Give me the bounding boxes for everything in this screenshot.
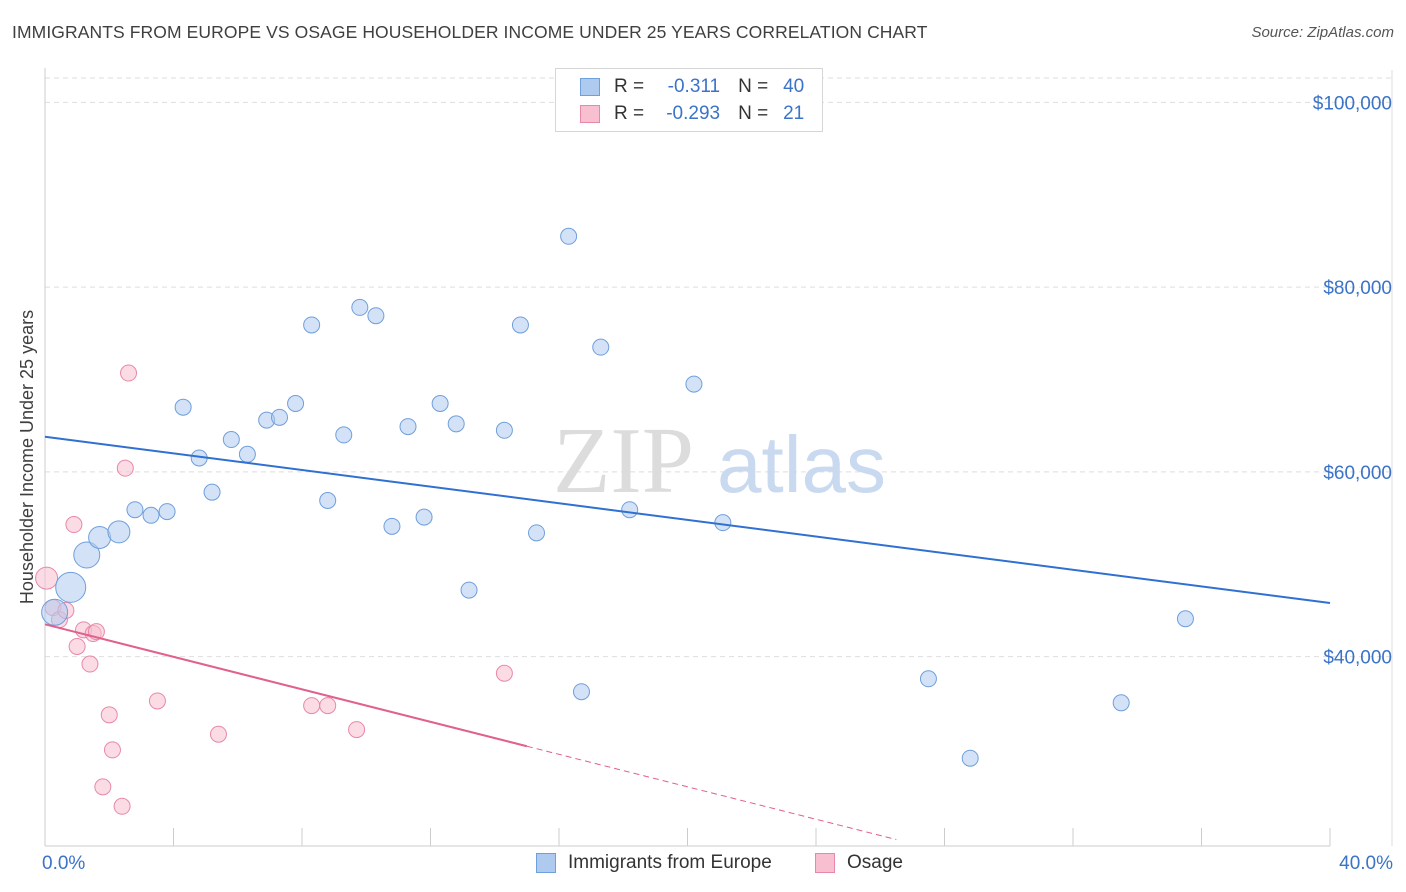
bottom-legend-swatch-pink	[815, 853, 835, 873]
trend-line-osage-extension	[526, 745, 897, 841]
data-point	[94, 778, 112, 796]
legend-swatch-pink	[580, 105, 600, 123]
chart-title: IMMIGRANTS FROM EUROPE VS OSAGE HOUSEHOL…	[12, 22, 928, 42]
data-point	[41, 598, 69, 626]
legend-n-label: N =	[738, 103, 769, 124]
y-tick-label: $80,000	[1323, 278, 1392, 299]
data-point	[621, 501, 639, 519]
data-point	[287, 394, 305, 412]
watermark-zip: ZIP	[553, 409, 694, 513]
legend-r-label: R =	[614, 76, 645, 97]
axis-layer	[44, 68, 1331, 847]
data-point	[511, 316, 529, 334]
data-point	[431, 394, 449, 412]
data-point	[203, 483, 221, 501]
data-point	[528, 524, 546, 542]
legend-r-value: -0.311	[667, 76, 721, 97]
data-point	[271, 408, 289, 426]
bottom-legend-osage: Osage	[815, 852, 903, 874]
data-point	[68, 637, 86, 655]
legend-row-immigrants: R = -0.311 N = 40	[580, 75, 804, 99]
data-point	[65, 516, 83, 534]
data-point	[120, 364, 138, 382]
data-point	[319, 697, 337, 715]
legend-swatch-blue	[580, 78, 600, 96]
data-point	[919, 670, 937, 688]
data-point	[55, 571, 87, 603]
trend-lines	[44, 435, 1331, 841]
data-point	[383, 517, 401, 535]
data-point	[460, 581, 478, 599]
data-point	[303, 697, 321, 715]
data-point	[1112, 694, 1130, 712]
data-point	[88, 525, 112, 549]
x-tick-label: 0.0%	[42, 853, 85, 874]
data-point	[714, 514, 732, 532]
source-credit: Source: ZipAtlas.com	[1251, 24, 1394, 41]
data-point	[495, 664, 513, 682]
y-tick-label: $60,000	[1323, 463, 1392, 484]
data-point	[222, 431, 240, 449]
stats-legend: R = -0.311 N = 40 R = -0.293 N = 21	[555, 68, 823, 132]
data-point	[100, 706, 118, 724]
data-point	[572, 683, 590, 701]
data-point	[961, 749, 979, 767]
data-point	[447, 415, 465, 433]
data-point	[35, 566, 59, 590]
grid-layer	[45, 70, 1393, 846]
legend-n-label: N =	[738, 76, 769, 97]
y-axis-label: Householder Income Under 25 years	[17, 310, 37, 604]
y-tick-label: $100,000	[1313, 93, 1392, 114]
legend-n-value: 40	[783, 76, 805, 97]
trend-line-immigrants	[44, 435, 1331, 605]
data-point	[303, 316, 321, 334]
data-point	[148, 692, 166, 710]
watermark-atlas: atlas	[717, 420, 886, 509]
data-point	[126, 501, 144, 519]
data-point	[73, 541, 101, 569]
data-point	[113, 797, 131, 815]
legend-row-osage: R = -0.293 N = 21	[580, 102, 804, 126]
bottom-legend-immigrants: Immigrants from Europe	[536, 852, 772, 874]
data-point	[142, 506, 160, 524]
trend-line-osage	[44, 623, 528, 748]
data-point	[335, 426, 353, 444]
data-point	[560, 227, 578, 245]
data-point	[495, 421, 513, 439]
data-point	[592, 338, 610, 356]
data-point	[209, 725, 227, 743]
legend-r-label: R =	[614, 103, 645, 124]
data-point	[116, 459, 134, 477]
legend-n-value: 21	[783, 103, 805, 124]
bottom-legend-swatch-blue	[536, 853, 556, 873]
data-point	[103, 741, 121, 759]
legend-r-value: -0.293	[666, 103, 721, 124]
data-point	[319, 491, 337, 509]
data-point	[81, 655, 99, 673]
data-point	[238, 445, 256, 463]
watermark: ZIP atlas	[553, 409, 886, 513]
data-point	[415, 508, 433, 526]
osage-points	[35, 364, 513, 815]
y-tick-label: $40,000	[1323, 648, 1392, 669]
data-point	[107, 520, 131, 544]
data-point	[1176, 610, 1194, 628]
data-point	[351, 298, 369, 316]
x-tick-label: 40.0%	[1339, 853, 1393, 874]
data-point	[348, 721, 366, 739]
data-point	[399, 418, 417, 436]
bottom-legend-label: Immigrants from Europe	[568, 852, 772, 873]
immigrants-europe-points	[41, 227, 1194, 767]
data-point	[685, 375, 703, 393]
bottom-legend-label: Osage	[847, 852, 903, 873]
data-point	[367, 307, 385, 325]
data-point	[158, 503, 176, 521]
data-point	[174, 398, 192, 416]
tick-labels: $40,000 $60,000 $80,000 $100,000 0.0% 40.0%	[42, 93, 1393, 874]
